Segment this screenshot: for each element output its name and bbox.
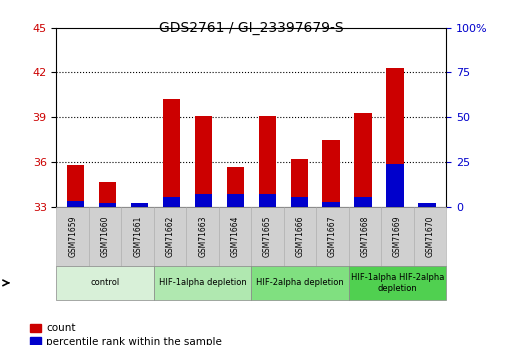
Text: GSM71669: GSM71669: [393, 216, 402, 257]
Text: HIF-1alpha HIF-2alpha
depletion: HIF-1alpha HIF-2alpha depletion: [351, 273, 444, 293]
Text: GSM71662: GSM71662: [166, 216, 174, 257]
Text: GSM71659: GSM71659: [68, 216, 77, 257]
Bar: [259, 116, 276, 207]
Text: GSM71660: GSM71660: [101, 216, 110, 257]
Text: GSM71670: GSM71670: [426, 216, 435, 257]
Bar: [418, 204, 436, 207]
Bar: [418, 203, 436, 207]
Bar: [99, 203, 116, 207]
Bar: [323, 140, 340, 207]
Text: GSM71666: GSM71666: [295, 216, 305, 257]
Text: HIF-1alpha depletion: HIF-1alpha depletion: [159, 278, 247, 287]
Text: GSM71665: GSM71665: [263, 216, 272, 257]
Text: HIF-2alpha depletion: HIF-2alpha depletion: [256, 278, 344, 287]
Bar: [354, 113, 372, 207]
Bar: [386, 164, 404, 207]
Bar: [163, 197, 180, 207]
Legend: count, percentile rank within the sample: count, percentile rank within the sample: [30, 323, 222, 345]
Bar: [67, 165, 85, 207]
Bar: [354, 197, 372, 207]
Text: GSM71667: GSM71667: [328, 216, 337, 257]
Text: GSM71663: GSM71663: [198, 216, 207, 257]
Bar: [194, 116, 212, 207]
Bar: [227, 167, 244, 207]
Text: GDS2761 / GI_23397679-S: GDS2761 / GI_23397679-S: [159, 21, 344, 35]
Bar: [290, 197, 308, 207]
Text: GSM71664: GSM71664: [231, 216, 240, 257]
Bar: [259, 195, 276, 207]
Bar: [99, 181, 116, 207]
Bar: [194, 194, 212, 207]
Bar: [290, 159, 308, 207]
Bar: [323, 201, 340, 207]
Bar: [131, 204, 148, 207]
Bar: [163, 99, 180, 207]
Bar: [67, 201, 85, 207]
Text: control: control: [90, 278, 120, 287]
Bar: [131, 203, 148, 207]
Bar: [227, 195, 244, 207]
Text: GSM71661: GSM71661: [133, 216, 142, 257]
Bar: [386, 68, 404, 207]
Text: GSM71668: GSM71668: [361, 216, 369, 257]
